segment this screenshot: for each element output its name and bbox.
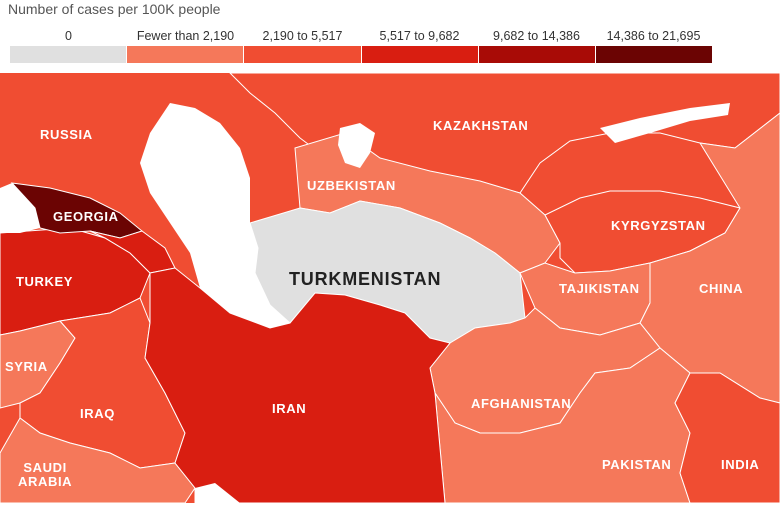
legend-swatch-bin-1 [127,46,245,63]
map-svg [0,73,780,503]
legend-labels: 0 Fewer than 2,190 2,190 to 5,517 5,517 … [10,29,712,45]
label-tajikistan: TAJIKISTAN [559,281,640,296]
legend-title: Number of cases per 100K people [8,1,221,17]
legend-label-bin-1: Fewer than 2,190 [136,29,235,43]
label-syria: SYRIA [5,359,48,374]
label-afghanistan: AFGHANISTAN [471,396,572,411]
lake-balkhash [600,103,730,143]
legend-label-zero: 0 [65,29,72,43]
label-india: INDIA [721,457,760,472]
country-iran[interactable] [144,267,451,503]
label-saudi-arabia: SAUDI ARABIA [18,460,73,490]
label-kyrgyzstan: KYRGYZSTAN [611,218,706,233]
choropleth-map[interactable]: RUSSIA KAZAKHSTAN GEORGIA UZBEKISTAN KYR… [0,73,780,503]
label-georgia: GEORGIA [53,209,119,224]
label-pakistan: PAKISTAN [602,457,672,472]
legend-swatch-bin-3 [361,46,479,63]
legend-label-bin-4: 9,682 to 14,386 [493,29,580,43]
label-china: CHINA [699,281,744,296]
label-russia: RUSSIA [40,127,93,142]
persian-gulf [195,483,240,503]
legend-swatch-bin-5 [595,46,713,63]
label-uzbekistan: UZBEKISTAN [307,178,396,193]
label-iran: IRAN [272,401,307,416]
legend-swatch-bin-4 [478,46,596,63]
legend-label-bin-2: 2,190 to 5,517 [262,29,343,43]
label-turkey: TURKEY [16,274,74,289]
legend-label-bin-5: 14,386 to 21,695 [606,29,701,43]
aral-sea [338,123,375,168]
caspian-sea [140,103,290,328]
label-iraq: IRAQ [80,406,115,421]
legend-swatch-bin-2 [244,46,362,63]
legend-swatch-zero [10,46,128,63]
country-saudi-arabia[interactable] [0,417,196,503]
label-turkmenistan: TURKMENISTAN [289,269,442,289]
black-sea [0,183,40,233]
legend-label-bin-3: 5,517 to 9,682 [379,29,460,43]
country-india[interactable] [674,372,780,503]
label-kazakhstan: KAZAKHSTAN [433,118,529,133]
legend-color-scale [10,46,713,63]
